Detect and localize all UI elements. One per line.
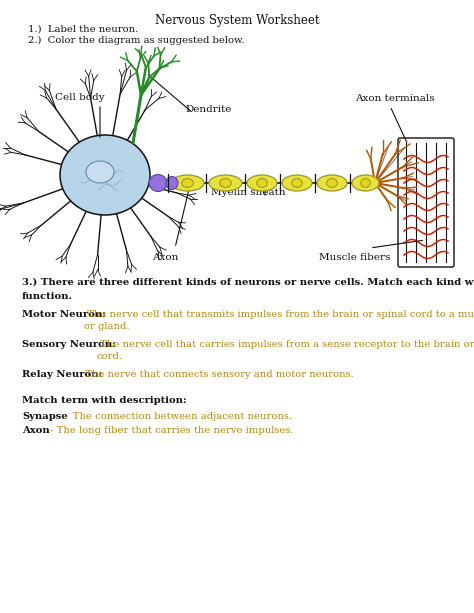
Text: Axon terminals: Axon terminals: [355, 94, 435, 103]
Ellipse shape: [317, 175, 347, 191]
Ellipse shape: [220, 178, 231, 188]
Text: Dendrite: Dendrite: [185, 105, 231, 115]
Text: 1.)  Label the neuron.: 1.) Label the neuron.: [28, 25, 138, 34]
Text: Match term with description:: Match term with description:: [22, 396, 187, 405]
Ellipse shape: [60, 135, 150, 215]
Ellipse shape: [171, 175, 204, 191]
Ellipse shape: [361, 178, 370, 188]
Ellipse shape: [292, 178, 302, 188]
Text: function.: function.: [22, 292, 73, 301]
Text: The nerve cell that carries impulses from a sense receptor to the brain or spina: The nerve cell that carries impulses fro…: [97, 340, 474, 349]
Text: Sensory Neuron:: Sensory Neuron:: [22, 340, 116, 349]
Ellipse shape: [327, 178, 337, 188]
Ellipse shape: [352, 175, 379, 191]
Text: Motor Neuron:: Motor Neuron:: [22, 310, 106, 319]
Ellipse shape: [182, 178, 193, 188]
Text: Synapse: Synapse: [22, 412, 68, 421]
Text: Relay Neuron:: Relay Neuron:: [22, 370, 102, 379]
Text: 3.) There are three different kinds of neurons or nerve cells. Match each kind w: 3.) There are three different kinds of n…: [22, 278, 474, 287]
Ellipse shape: [257, 178, 267, 188]
Text: Myelin sheath: Myelin sheath: [210, 188, 285, 197]
Text: Cell body: Cell body: [55, 93, 105, 102]
Ellipse shape: [166, 177, 178, 189]
Ellipse shape: [247, 175, 277, 191]
Text: -  The connection between adjacent neurons.: - The connection between adjacent neuron…: [60, 412, 292, 421]
Text: Nervous System Worksheet: Nervous System Worksheet: [155, 14, 319, 27]
Text: Axon: Axon: [152, 253, 178, 262]
Ellipse shape: [149, 175, 167, 191]
FancyBboxPatch shape: [398, 138, 454, 267]
Ellipse shape: [86, 161, 114, 183]
Text: The nerve that connects sensory and motor neurons.: The nerve that connects sensory and moto…: [82, 370, 354, 379]
Text: or gland.: or gland.: [84, 322, 129, 331]
Text: - The long fiber that carries the nerve impulses.: - The long fiber that carries the nerve …: [47, 426, 293, 435]
Ellipse shape: [209, 175, 242, 191]
Text: Muscle fibers: Muscle fibers: [319, 253, 391, 262]
Text: Axon: Axon: [22, 426, 50, 435]
Text: cord.: cord.: [97, 352, 123, 361]
Text: 2.)  Color the diagram as suggested below.: 2.) Color the diagram as suggested below…: [28, 36, 245, 45]
Ellipse shape: [282, 175, 312, 191]
Text: The nerve cell that transmits impulses from the brain or spinal cord to a muscle: The nerve cell that transmits impulses f…: [84, 310, 474, 319]
